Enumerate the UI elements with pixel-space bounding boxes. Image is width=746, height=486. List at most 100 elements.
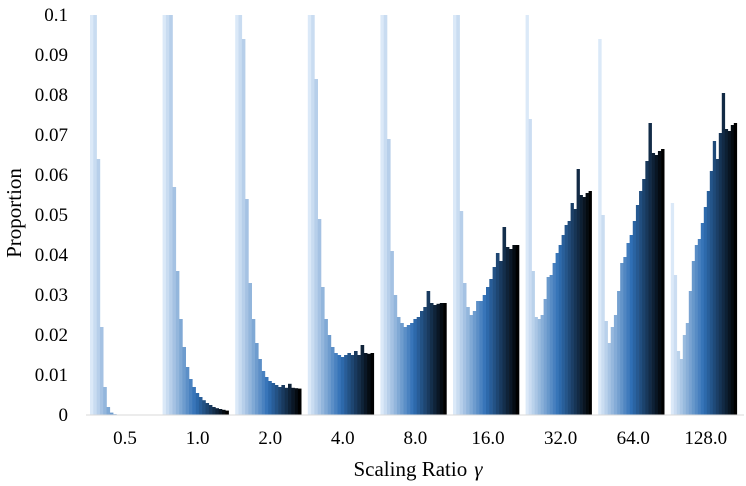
- bar: [317, 219, 322, 415]
- bar: [162, 15, 167, 415]
- bar: [106, 407, 111, 415]
- bar: [222, 409, 226, 415]
- bar: [443, 303, 447, 415]
- x-tick-label: 4.0: [331, 428, 355, 449]
- bar: [189, 379, 193, 415]
- bar: [363, 353, 368, 415]
- bar: [632, 221, 637, 415]
- bar: [509, 249, 513, 415]
- y-tick-label: 0.07: [35, 125, 68, 146]
- bar: [528, 119, 532, 415]
- bar: [724, 129, 729, 415]
- bar: [248, 283, 252, 415]
- bar: [610, 327, 615, 415]
- bar: [657, 151, 662, 415]
- y-axis-title: Proportion: [2, 168, 26, 258]
- bar: [291, 387, 295, 415]
- x-tick-label: 1.0: [186, 428, 210, 449]
- bar: [492, 267, 497, 415]
- bar: [175, 271, 180, 415]
- bar: [403, 327, 408, 415]
- bar: [225, 410, 229, 415]
- bar: [297, 388, 302, 415]
- bar: [718, 133, 723, 415]
- bar: [453, 15, 457, 415]
- bar: [613, 315, 618, 415]
- bar: [604, 321, 608, 415]
- bar: [685, 323, 690, 415]
- bar-group: [525, 15, 592, 415]
- bar: [472, 311, 477, 415]
- bar: [327, 335, 332, 415]
- bar: [479, 301, 483, 415]
- bar: [413, 319, 417, 415]
- x-tick-label: 16.0: [471, 428, 504, 449]
- bar: [255, 343, 259, 415]
- bar: [423, 307, 427, 415]
- x-tick-label: 2.0: [258, 428, 282, 449]
- bar: [670, 203, 675, 415]
- bar: [462, 283, 467, 415]
- bar: [251, 319, 256, 415]
- bar: [208, 405, 213, 415]
- bar: [202, 400, 206, 415]
- bar: [639, 191, 643, 415]
- bar: [340, 357, 345, 415]
- bar: [499, 261, 503, 415]
- bar: [561, 235, 565, 415]
- bar: [495, 253, 500, 415]
- bar: [245, 199, 249, 415]
- bar: [393, 295, 398, 415]
- bar-group: [380, 15, 447, 415]
- bar: [198, 397, 203, 415]
- bar: [525, 15, 529, 415]
- bar: [502, 227, 507, 415]
- bar: [679, 359, 684, 415]
- bar: [387, 139, 391, 415]
- bar: [307, 15, 312, 415]
- bar: [416, 317, 421, 415]
- bar: [727, 131, 732, 415]
- bar: [426, 291, 431, 415]
- bar: [573, 209, 577, 415]
- bar: [337, 355, 342, 415]
- bar: [406, 325, 411, 415]
- bar: [601, 215, 605, 415]
- bar: [588, 191, 592, 415]
- bar: [715, 159, 720, 415]
- bar: [489, 279, 493, 415]
- bar: [264, 377, 269, 415]
- bar: [576, 169, 580, 415]
- bar: [482, 295, 487, 415]
- bar: [486, 287, 490, 415]
- bar: [258, 359, 262, 415]
- y-tick-label: 0.09: [35, 45, 68, 66]
- bar: [546, 277, 550, 415]
- bar: [629, 235, 634, 415]
- bar: [314, 79, 318, 415]
- bar: [357, 355, 361, 415]
- bar: [712, 141, 717, 415]
- bar: [350, 355, 355, 415]
- bar: [620, 263, 624, 415]
- bar: [552, 263, 556, 415]
- bar-group: [162, 15, 229, 415]
- x-axis-title-symbol: γ: [474, 457, 483, 481]
- bar: [706, 191, 711, 415]
- bar: [505, 247, 510, 415]
- bar-group: [598, 39, 665, 415]
- bar: [93, 15, 97, 415]
- bar: [396, 317, 401, 415]
- bar: [564, 225, 568, 415]
- y-tick-label: 0.1: [44, 5, 68, 26]
- bar: [439, 303, 444, 415]
- x-axis-ticks: 0.5 1.0 2.0 4.0 8.0 16.0 32.0 64.0 128.0: [113, 428, 727, 449]
- bar: [540, 315, 544, 415]
- bar-group: [670, 93, 738, 415]
- bar: [109, 412, 114, 415]
- bar: [370, 353, 375, 415]
- bar: [274, 385, 279, 415]
- bar: [367, 353, 371, 415]
- y-tick-label: 0.03: [35, 285, 68, 306]
